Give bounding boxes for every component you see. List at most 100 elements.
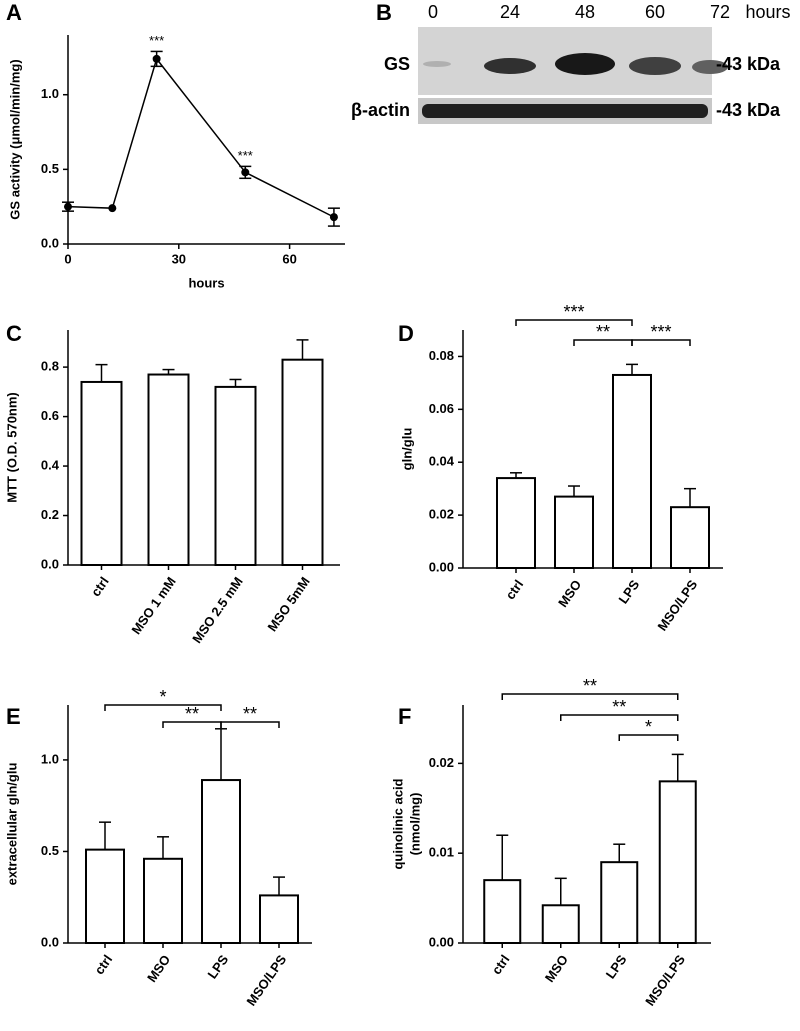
panel-label: C xyxy=(6,321,22,346)
significance-label: ** xyxy=(612,697,626,717)
y-tick-label: 0.01 xyxy=(429,845,454,860)
y-axis-label: quinolinic acid xyxy=(390,778,405,869)
lane-label: 0 xyxy=(428,2,438,22)
lane-label: 48 xyxy=(575,2,595,22)
size-label: -43 kDa xyxy=(716,54,781,74)
x-tick-label: MSO/LPS xyxy=(642,952,688,1009)
y-tick-label: 0.02 xyxy=(429,755,454,770)
y-axis-label: extracellular gln/glu xyxy=(4,763,19,886)
y-tick-label: 0.08 xyxy=(429,348,454,363)
x-tick-label: LPS xyxy=(603,952,630,982)
x-axis-label: hours xyxy=(188,275,224,290)
bar xyxy=(658,780,697,944)
bar xyxy=(143,857,183,944)
blot-band xyxy=(555,53,615,75)
x-tick-label: MSO/LPS xyxy=(243,952,289,1009)
x-tick-label: MSO 2.5 mM xyxy=(189,574,246,646)
y-tick-label: 0.6 xyxy=(41,408,59,423)
y-tick-label: 0.4 xyxy=(41,457,60,472)
data-point xyxy=(152,54,161,63)
significance-label: *** xyxy=(650,322,671,342)
y-tick-label: 0.5 xyxy=(41,843,59,858)
x-tick-label: MSO xyxy=(555,577,584,610)
lane-label: 24 xyxy=(500,2,520,22)
data-point xyxy=(64,202,72,211)
y-tick-label: 0.06 xyxy=(429,401,454,416)
significance-bracket xyxy=(501,693,679,700)
blot-band xyxy=(484,58,536,74)
panel-label: F xyxy=(398,704,411,729)
bar xyxy=(147,373,190,566)
lane-label: 72 xyxy=(710,2,730,22)
row-label: GS xyxy=(384,54,410,74)
bar xyxy=(85,848,125,945)
bar xyxy=(201,779,241,944)
blot-band xyxy=(422,104,708,118)
lane-label: 60 xyxy=(645,2,665,22)
significance-label: * xyxy=(159,687,166,707)
significance-label: ** xyxy=(185,704,199,724)
significance-label: ** xyxy=(243,704,257,724)
significance-label: ** xyxy=(583,676,597,696)
panel-label: D xyxy=(398,321,414,346)
blot-band xyxy=(629,57,681,75)
bar xyxy=(214,385,257,567)
row-label: β-actin xyxy=(351,100,410,120)
y-tick-label: 0.0 xyxy=(41,556,59,571)
data-line xyxy=(67,57,335,218)
x-tick-label: LPS xyxy=(615,577,642,607)
significance-bracket xyxy=(220,721,280,728)
data-point xyxy=(241,168,250,177)
blot xyxy=(418,27,728,124)
panel-label: A xyxy=(6,0,22,25)
bar xyxy=(281,358,324,566)
bar xyxy=(483,879,522,945)
bar xyxy=(496,477,536,570)
x-tick-label: 30 xyxy=(172,251,186,266)
bar xyxy=(612,373,652,570)
data-point xyxy=(108,204,117,213)
x-tick-label: 0 xyxy=(64,251,71,266)
data-point xyxy=(329,213,338,222)
significance-bracket xyxy=(618,734,679,741)
x-tick-label: ctrl xyxy=(91,952,115,977)
significance-bracket xyxy=(104,704,222,711)
x-tick-label: ctrl xyxy=(502,577,526,602)
significance-bracket xyxy=(560,714,679,721)
y-axis-label: MTT (O.D. 570nm) xyxy=(4,392,19,503)
x-tick-label: LPS xyxy=(204,952,231,982)
y-tick-label: 1.0 xyxy=(41,86,59,101)
annotation: *** xyxy=(149,33,164,48)
panel-label: E xyxy=(6,704,21,729)
x-tick-label: 60 xyxy=(282,251,296,266)
bar xyxy=(80,380,123,566)
y-tick-label: 0.00 xyxy=(429,934,454,949)
significance-bracket xyxy=(515,319,633,326)
y-axis-label: gln/glu xyxy=(399,428,414,471)
significance-label: *** xyxy=(563,302,584,322)
unit-label: hours xyxy=(745,2,790,22)
significance-label: ** xyxy=(596,322,610,342)
y-axis-label: GS activity (μmol/min/mg) xyxy=(7,59,22,219)
y-tick-label: 0.02 xyxy=(429,507,454,522)
x-tick-label: MSO/LPS xyxy=(654,577,700,634)
blot-band xyxy=(692,60,728,74)
y-tick-label: 0.2 xyxy=(41,507,59,522)
annotation: *** xyxy=(238,148,253,163)
bar xyxy=(541,904,580,944)
bar xyxy=(600,861,639,944)
y-axis-label: (nmol/mg) xyxy=(407,793,422,856)
blot-band xyxy=(423,61,451,67)
y-tick-label: 0.0 xyxy=(41,235,59,250)
x-tick-label: ctrl xyxy=(88,574,112,599)
y-tick-label: 0.8 xyxy=(41,359,59,374)
y-tick-label: 0.00 xyxy=(429,559,454,574)
bar xyxy=(554,495,594,570)
significance-label: * xyxy=(645,717,652,737)
y-tick-label: 0.0 xyxy=(41,934,59,949)
significance-bracket xyxy=(631,339,691,346)
bar xyxy=(670,506,710,569)
x-tick-label: MSO 5mM xyxy=(264,574,312,634)
y-tick-label: 0.5 xyxy=(41,161,59,176)
